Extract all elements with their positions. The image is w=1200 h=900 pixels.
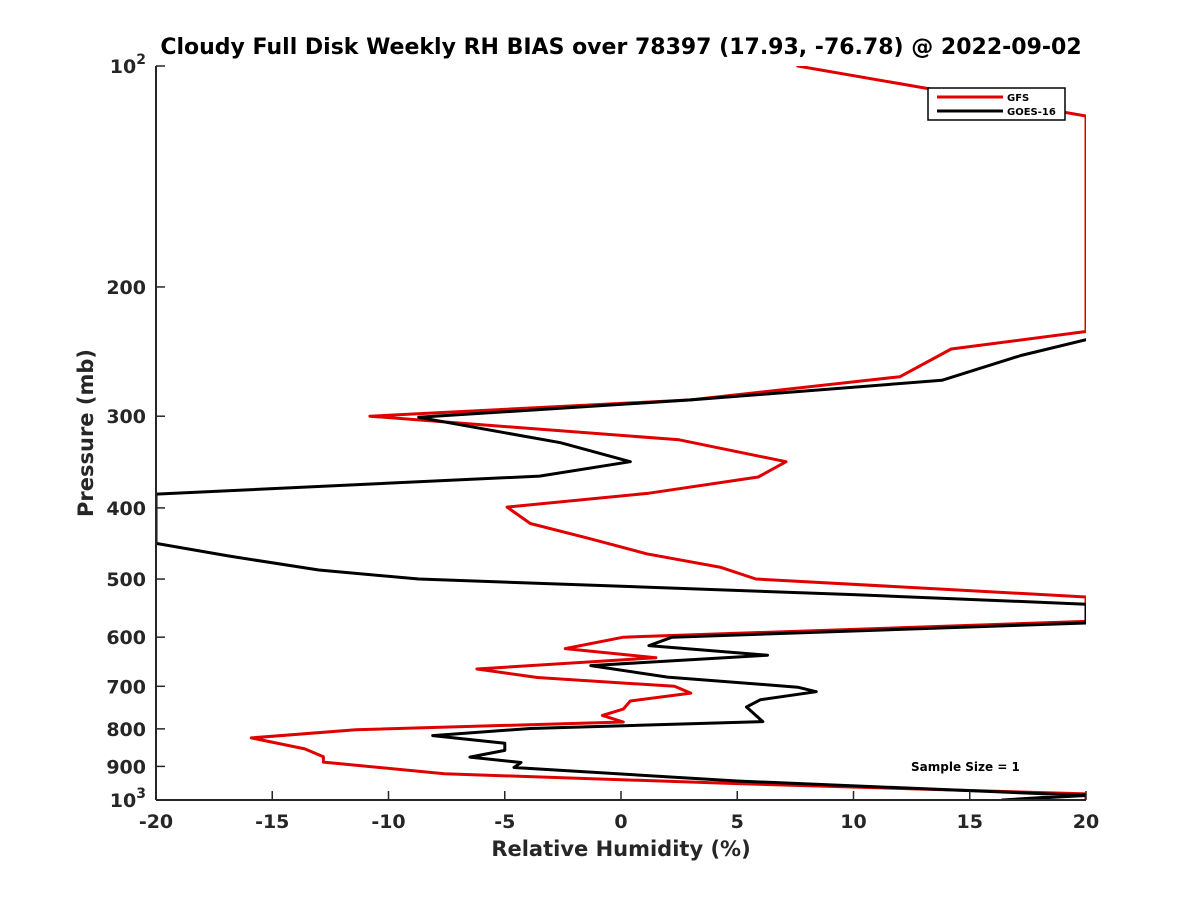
x-tick-label: 15 (957, 811, 983, 833)
y-tick-label: 400 (106, 498, 146, 520)
y-tick-labels: 102 200 300 400 500 600 700 800 900 103 (106, 52, 146, 812)
legend-label-gfs: GFS (1007, 93, 1029, 104)
chart-title: Cloudy Full Disk Weekly RH BIAS over 783… (160, 35, 1081, 60)
y-axis-label: Pressure (mb) (74, 349, 98, 517)
series-layer (156, 66, 1086, 800)
axes-layer (155, 65, 1087, 801)
y-tick-label: 900 (106, 756, 146, 778)
y-tick-label: 600 (106, 627, 146, 649)
legend-label-goes-16: GOES-16 (1007, 107, 1056, 118)
y-tick-label: 103 (110, 786, 146, 812)
y-tick-label: 300 (106, 406, 146, 428)
series-line-gfs (249, 66, 1086, 800)
y-tick-label: 200 (106, 277, 146, 299)
x-tick-label: 0 (614, 811, 627, 833)
y-tick-label: 500 (106, 569, 146, 591)
x-tick-labels: -20 -15 -10 -5 0 5 10 15 20 (139, 811, 1099, 833)
y-tick-label: 800 (106, 719, 146, 741)
x-tick-label: 20 (1073, 811, 1099, 833)
x-tick-label: -10 (371, 811, 405, 833)
x-tick-label: -5 (494, 811, 515, 833)
y-tick-label: 102 (110, 52, 146, 78)
legend: GFS GOES-16 (927, 87, 1066, 121)
x-axis-label: Relative Humidity (%) (491, 837, 750, 861)
x-tick-label: 10 (840, 811, 866, 833)
x-tick-label: 5 (731, 811, 744, 833)
y-tick-label: 700 (106, 676, 146, 698)
sample-size-annotation: Sample Size = 1 (911, 760, 1020, 774)
series-line-goes-16 (156, 338, 1086, 800)
legend-box (927, 87, 1066, 121)
x-tick-label: -20 (139, 811, 173, 833)
x-tick-label: -15 (255, 811, 289, 833)
